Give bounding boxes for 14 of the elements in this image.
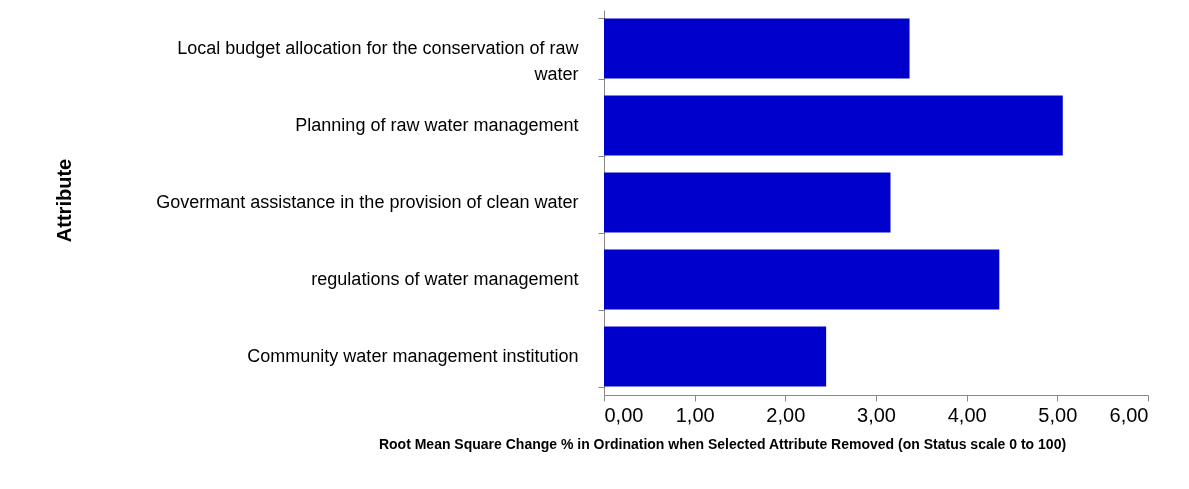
y-tick-label: Govermant assistance in the provision of clean water [156, 192, 579, 212]
x-tick-label: 1,00 [675, 403, 715, 426]
y-tick-label: Planning of raw water management [295, 115, 579, 135]
x-tick-label: 0,00 [604, 403, 644, 426]
x-tick-label: 6,00 [1109, 403, 1149, 426]
x-axis-title: Root Mean Square Change % in Ordination when Selected Attribute Removed (on Status scale 0 to 100) [378, 435, 1067, 452]
y-tick-label: Community water management institution [247, 346, 579, 366]
x-tick-label: 5,00 [1038, 403, 1078, 426]
y-tick-label: Local budget allocation for the conservation of raw water [177, 38, 580, 84]
y-axis-title: Attribute [52, 158, 75, 243]
y-tick-label: regulations of water management [311, 269, 579, 289]
x-tick-label: 3,00 [857, 403, 896, 426]
x-tick-label: 4,00 [947, 403, 987, 426]
x-tick-label: 2,00 [766, 403, 806, 426]
